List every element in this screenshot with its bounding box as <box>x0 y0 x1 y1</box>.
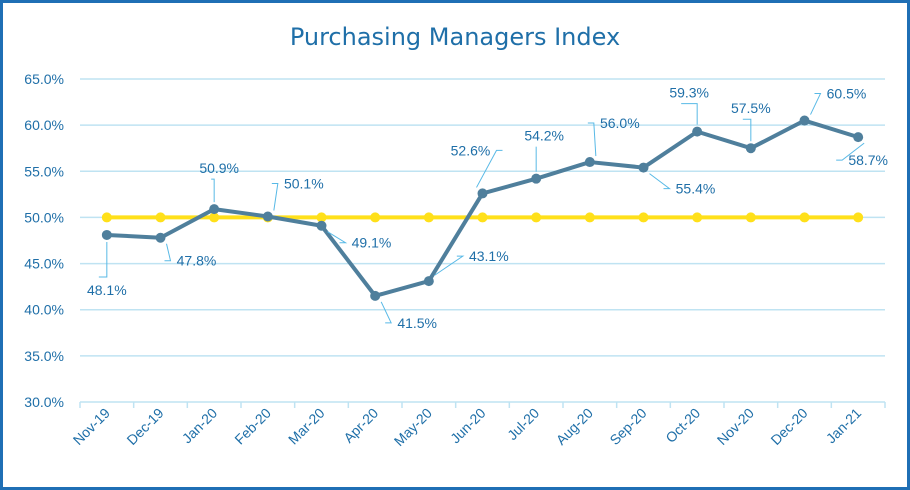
data-label-leader <box>836 142 865 161</box>
threshold-point <box>799 212 810 223</box>
pmi-series <box>101 115 864 301</box>
x-tick-label: Jun-20 <box>447 405 489 447</box>
y-tick-label: 55.0% <box>24 163 64 179</box>
x-tick-label: Nov-20 <box>714 405 757 448</box>
pmi-point <box>853 132 864 143</box>
data-label-leader <box>587 122 597 157</box>
threshold-point <box>101 212 112 223</box>
threshold-point <box>584 212 595 223</box>
data-label: 54.2% <box>524 128 564 144</box>
data-label: 50.1% <box>284 176 324 192</box>
pmi-point <box>799 115 810 126</box>
data-label-leader <box>434 255 465 276</box>
y-tick-label: 45.0% <box>24 256 64 272</box>
x-tick-label: Jul-20 <box>504 405 542 443</box>
data-label: 56.0% <box>600 115 640 131</box>
data-label: 57.5% <box>731 100 771 116</box>
data-label: 43.1% <box>469 248 509 264</box>
threshold-point <box>370 212 381 223</box>
data-label-leader <box>649 173 671 190</box>
threshold-series <box>101 212 864 223</box>
y-tick-label: 50.0% <box>24 209 64 225</box>
x-tick-label: Sep-20 <box>606 405 649 448</box>
data-label: 60.5% <box>827 86 867 102</box>
data-label: 50.9% <box>199 160 239 176</box>
data-label-leader <box>742 118 752 142</box>
pmi-point <box>262 211 273 222</box>
pmi-point <box>370 290 381 301</box>
data-label-leader <box>98 241 108 278</box>
data-label-leader <box>164 243 172 262</box>
pmi-point <box>101 229 112 240</box>
gridlines <box>80 78 885 403</box>
data-labels: 48.1% 47.8% 50.9% 50.1% 49.1% 41.5% 43.1% 52.6%… <box>87 85 888 331</box>
x-tick-label: Jan-20 <box>179 405 221 447</box>
data-label-leader <box>380 301 392 324</box>
threshold-point <box>853 212 864 223</box>
data-label-leader <box>327 231 348 244</box>
x-tick-label: May-20 <box>391 405 435 449</box>
x-tick-label: Oct-20 <box>662 405 703 446</box>
data-label: 49.1% <box>352 235 392 251</box>
data-label: 52.6% <box>451 142 491 158</box>
threshold-point <box>531 212 542 223</box>
data-label-leader <box>476 149 503 188</box>
data-label: 41.5% <box>397 315 437 331</box>
y-tick-label: 65.0% <box>24 71 64 87</box>
threshold-point <box>423 212 434 223</box>
x-tick-label: Apr-20 <box>340 405 381 446</box>
data-label-leader <box>211 178 215 203</box>
y-axis: 30.0% 35.0% 40.0% 45.0% 50.0% 55.0% 60.0% 65.0% <box>24 71 64 410</box>
x-axis: Nov-19 Dec-19 Jan-20 Feb-20 Mar-20 Apr-20 May-… <box>70 402 886 449</box>
x-tick-label: Nov-19 <box>70 405 113 448</box>
data-label: 58.7% <box>848 152 888 168</box>
x-tick-label: Aug-20 <box>553 405 596 448</box>
x-tick-label: Jan-21 <box>823 405 865 447</box>
y-tick-label: 40.0% <box>24 302 64 318</box>
threshold-point <box>638 212 649 223</box>
threshold-point <box>209 212 220 223</box>
x-tick-label: Dec-19 <box>123 405 166 448</box>
pmi-point <box>638 162 649 173</box>
data-label: 59.3% <box>669 85 709 101</box>
data-label-leader <box>681 103 698 125</box>
x-tick-label: Mar-20 <box>285 405 328 448</box>
pmi-point <box>155 232 166 243</box>
threshold-point <box>477 212 488 223</box>
threshold-point <box>745 212 756 223</box>
pmi-point <box>584 157 595 168</box>
pmi-point <box>209 204 220 215</box>
y-tick-label: 60.0% <box>24 117 64 133</box>
data-label-leader <box>810 93 822 115</box>
pmi-point <box>692 126 703 137</box>
y-tick-label: 30.0% <box>24 394 64 410</box>
data-label: 55.4% <box>676 181 716 197</box>
pmi-point <box>477 188 488 199</box>
x-tick-label: Feb-20 <box>231 405 274 448</box>
threshold-point <box>316 212 327 223</box>
x-tick-label: Dec-20 <box>767 405 810 448</box>
data-label: 47.8% <box>177 253 217 269</box>
data-label-leader <box>271 183 279 211</box>
threshold-point <box>692 212 703 223</box>
pmi-point <box>423 276 434 287</box>
pmi-point <box>531 173 542 184</box>
threshold-point <box>155 212 166 223</box>
y-tick-label: 35.0% <box>24 348 64 364</box>
pmi-point <box>316 220 327 231</box>
data-label: 48.1% <box>87 282 127 298</box>
pmi-point <box>745 143 756 154</box>
chart-title: Purchasing Managers Index <box>289 23 621 51</box>
